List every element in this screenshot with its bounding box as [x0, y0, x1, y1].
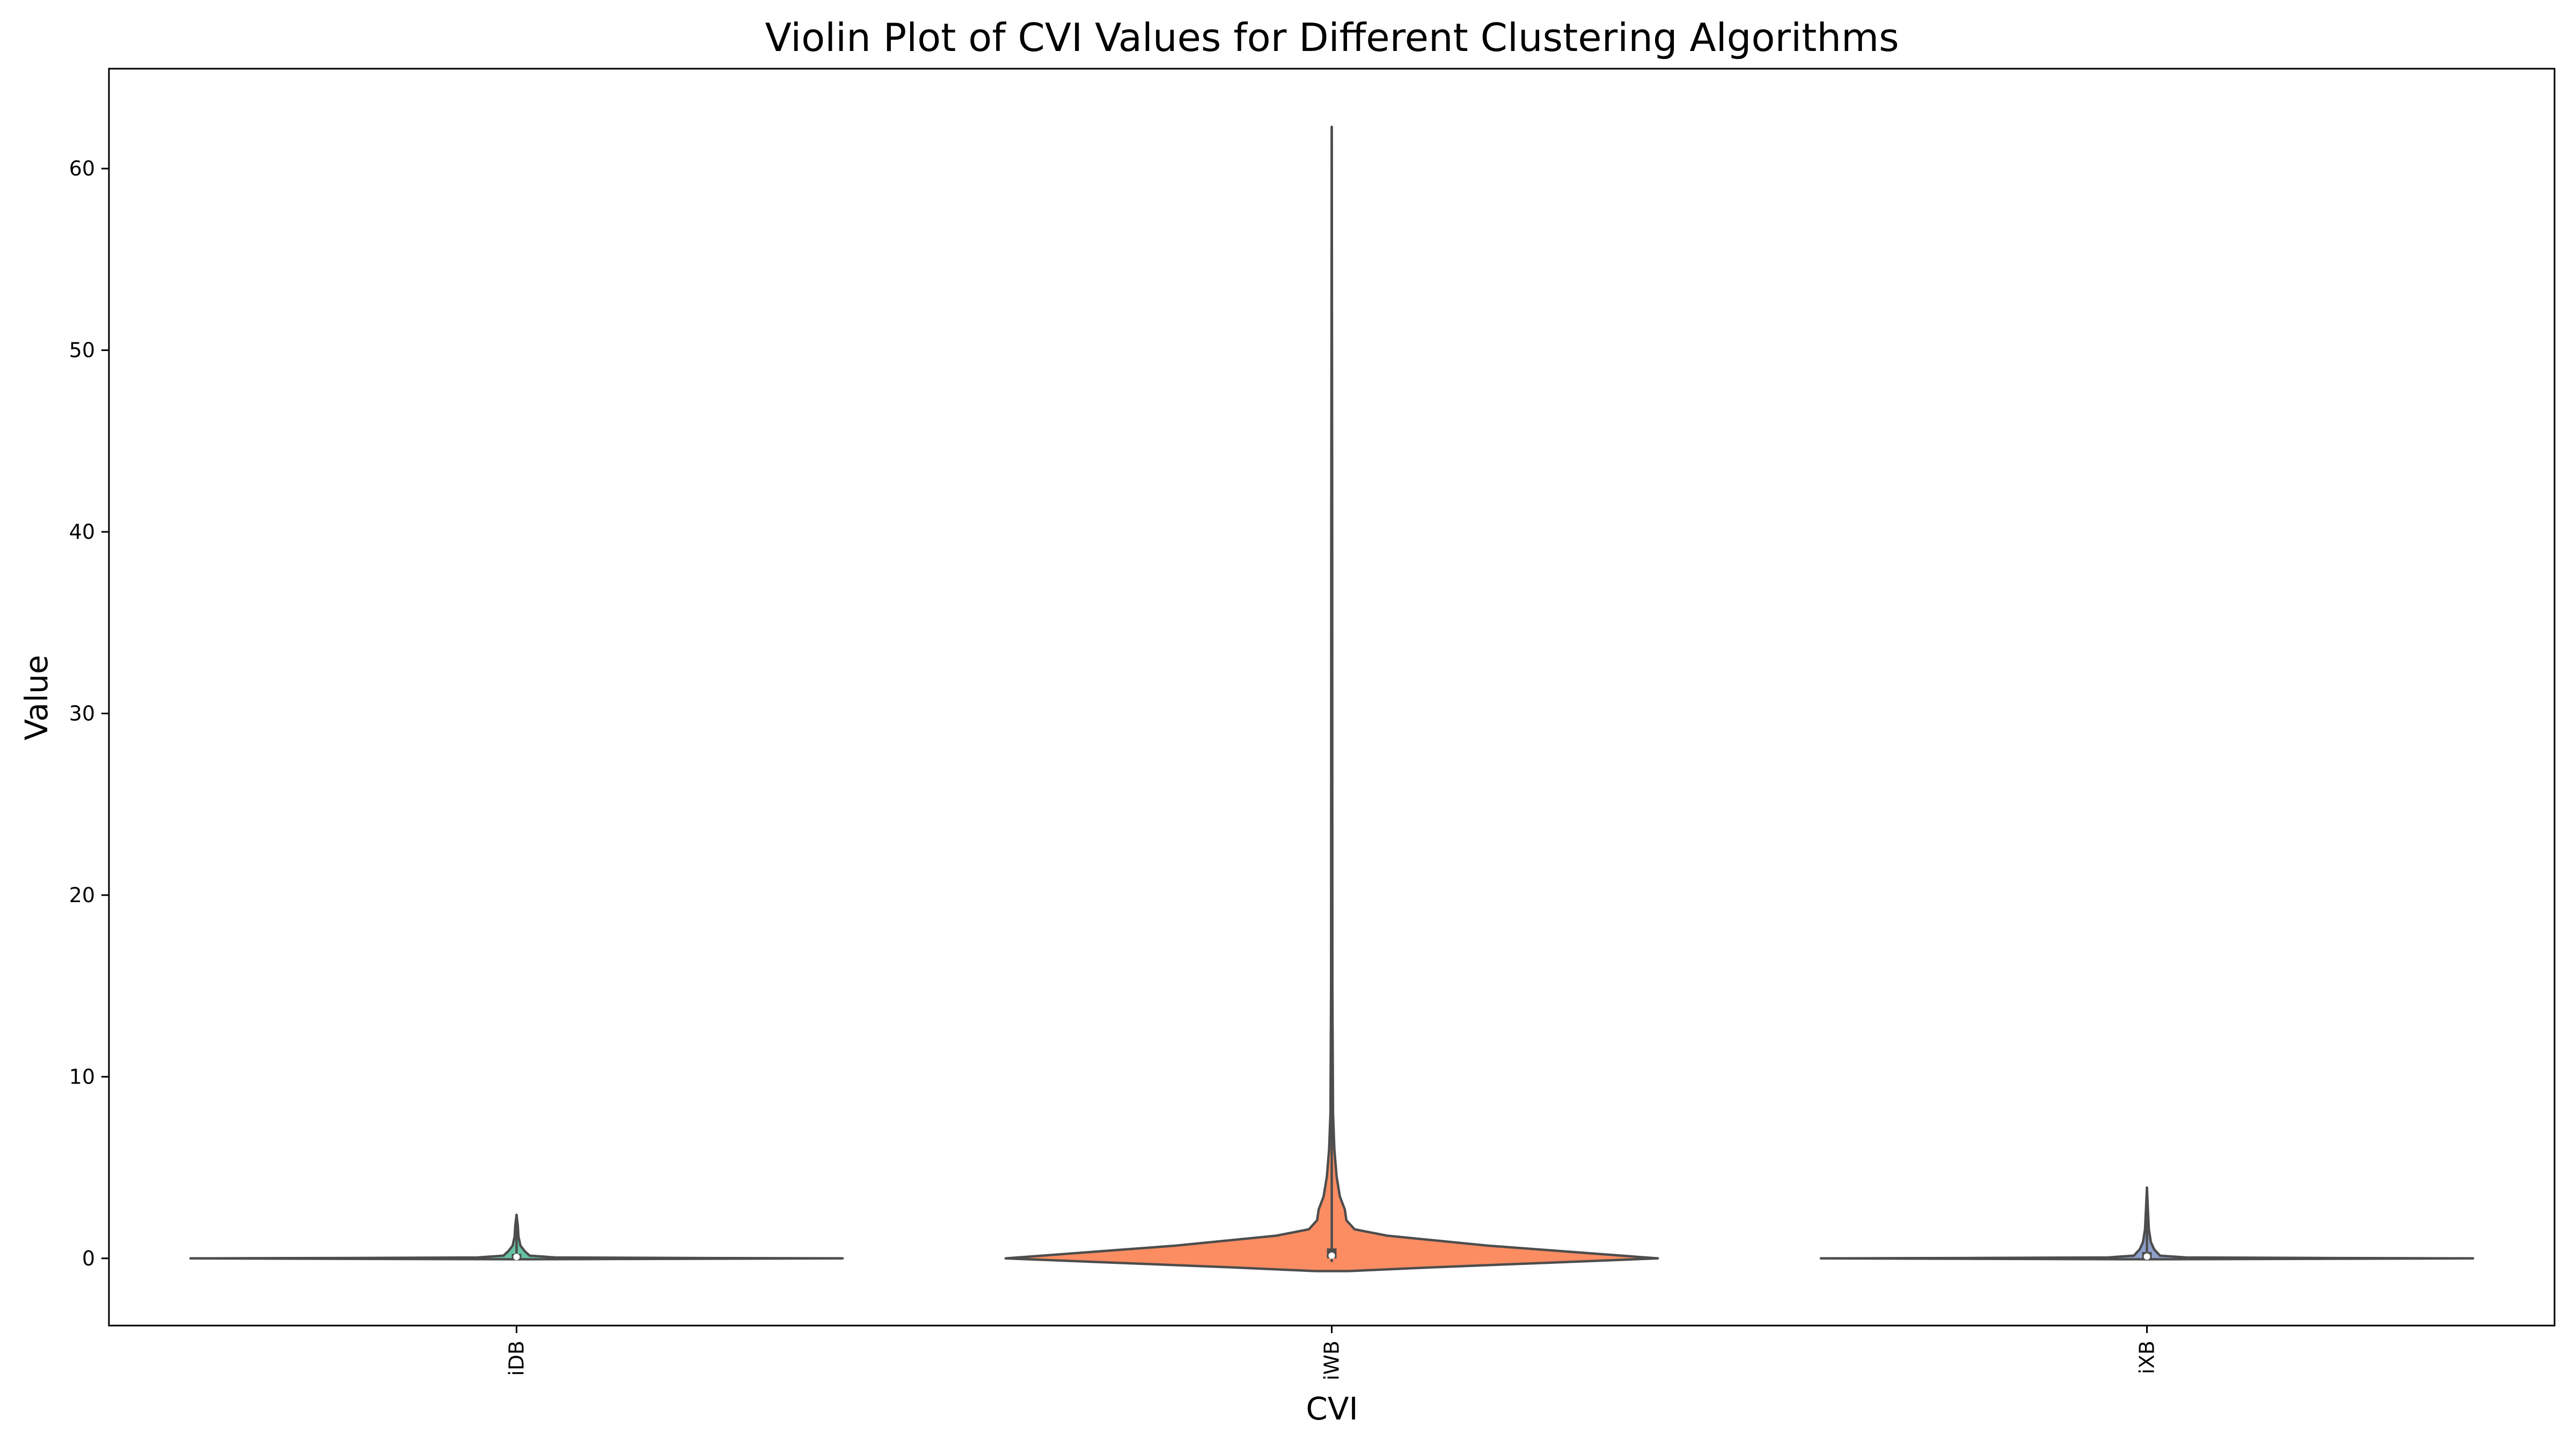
- x-tick-label-ixb: iXB: [2135, 1341, 2159, 1374]
- x-tick-label-idb: iDB: [505, 1341, 529, 1376]
- y-tick-label: 10: [69, 1065, 95, 1088]
- median-ixb: [2143, 1253, 2150, 1260]
- y-tick-label: 30: [69, 701, 95, 725]
- y-tick-label: 40: [69, 520, 95, 544]
- chart-title: Violin Plot of CVI Values for Different …: [765, 15, 1899, 60]
- y-axis-label: Value: [18, 655, 55, 740]
- median-idb: [513, 1254, 520, 1261]
- median-iwb: [1328, 1252, 1335, 1259]
- x-tick-label-iwb: iWB: [1320, 1341, 1344, 1380]
- violins-layer: [189, 126, 2475, 1272]
- y-tick-label: 0: [82, 1247, 95, 1270]
- y-tick-label: 20: [69, 883, 95, 907]
- y-axis: 0 10 20 30 40 50 60: [69, 157, 109, 1270]
- x-axis: iDB iWB iXB: [505, 1326, 2159, 1380]
- y-tick-label: 60: [69, 157, 95, 180]
- x-axis-label: CVI: [1306, 1391, 1358, 1427]
- y-tick-label: 50: [69, 339, 95, 362]
